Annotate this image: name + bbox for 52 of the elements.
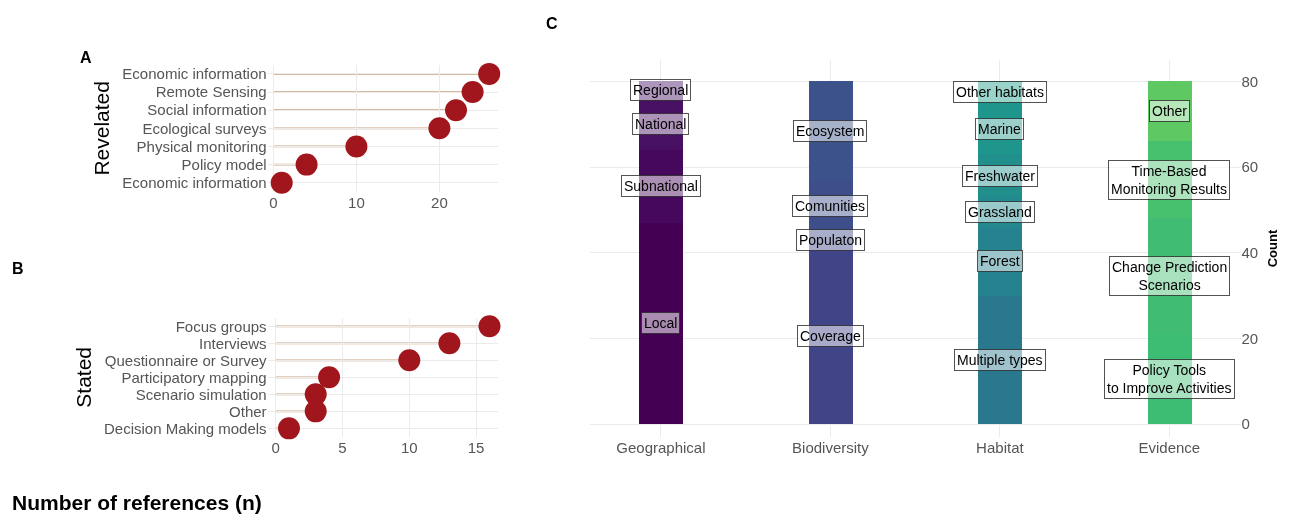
data-label: Comunities [795,198,866,214]
data-label: Policy Tools to Improve Activities [1107,362,1232,397]
data-label: Other [1152,103,1188,119]
y-tick-label: Participatory mapping [121,368,267,386]
y-tick-label: Questionnaire or Survey [104,351,268,369]
data-label: Other habitats [956,84,1044,100]
y-tick-label: 60 [1241,158,1259,176]
data-label: Populaton [799,232,863,248]
data-label: Freshwater [965,168,1036,184]
x-tick-label: 5 [338,438,347,456]
x-tick-label: Geographical [616,438,706,456]
y-tick-label: Physical monitoring [136,137,267,155]
y-tick-label: Economic information [122,65,267,83]
y-tick-label: Social information [147,101,267,119]
y-axis-title: Revelated [90,81,114,176]
x-tick-label: 0 [271,438,280,456]
text: A [80,49,92,66]
x-tick-label: Habitat [976,438,1025,456]
x-axis-title: Number of references (n) [12,491,262,514]
y-tick-label: Remote Sensing [155,83,267,101]
x-tick-label: 10 [400,438,418,456]
y-tick-label: Policy model [181,155,267,173]
data-label: Change Prediction Scenarios [1112,259,1228,294]
y-tick-label: 40 [1241,244,1259,262]
y-tick-label: 80 [1241,72,1259,90]
y-tick-label: Ecological surveys [142,119,267,137]
x-tick-label: Biodiversity [792,438,870,456]
y-axis-title: Stated [72,346,96,408]
data-label: Local [644,315,678,331]
y-tick-label: 20 [1241,329,1259,347]
chart-title: C [546,15,558,32]
y-axis-title: Count [1264,229,1280,268]
y-tick-label: Economic information [122,174,267,192]
data-label: Grassland [968,204,1032,220]
x-tick-label: 10 [348,193,365,211]
text: B [12,260,24,277]
y-tick-label: Focus groups [175,317,267,335]
y-tick-label: Scenario simulation [135,385,267,403]
data-label: Time-Based Monitoring Results [1111,163,1227,198]
data-label: Marine [978,121,1022,137]
x-tick-label: Evidence [1138,438,1201,456]
x-tick-label: 20 [431,193,448,211]
x-tick-label: 0 [269,193,278,211]
data-label: Multiple types [957,352,1043,368]
data-label: Coverage [800,328,861,344]
x-tick-label: 15 [467,438,485,456]
y-tick-label: Other [229,402,267,420]
data-label: Forest [980,253,1020,269]
y-tick-label: Decision Making models [104,419,267,437]
y-tick-label: Interviews [199,334,267,352]
data-label: Ecosystem [796,123,865,139]
y-tick-label: 0 [1241,415,1250,433]
